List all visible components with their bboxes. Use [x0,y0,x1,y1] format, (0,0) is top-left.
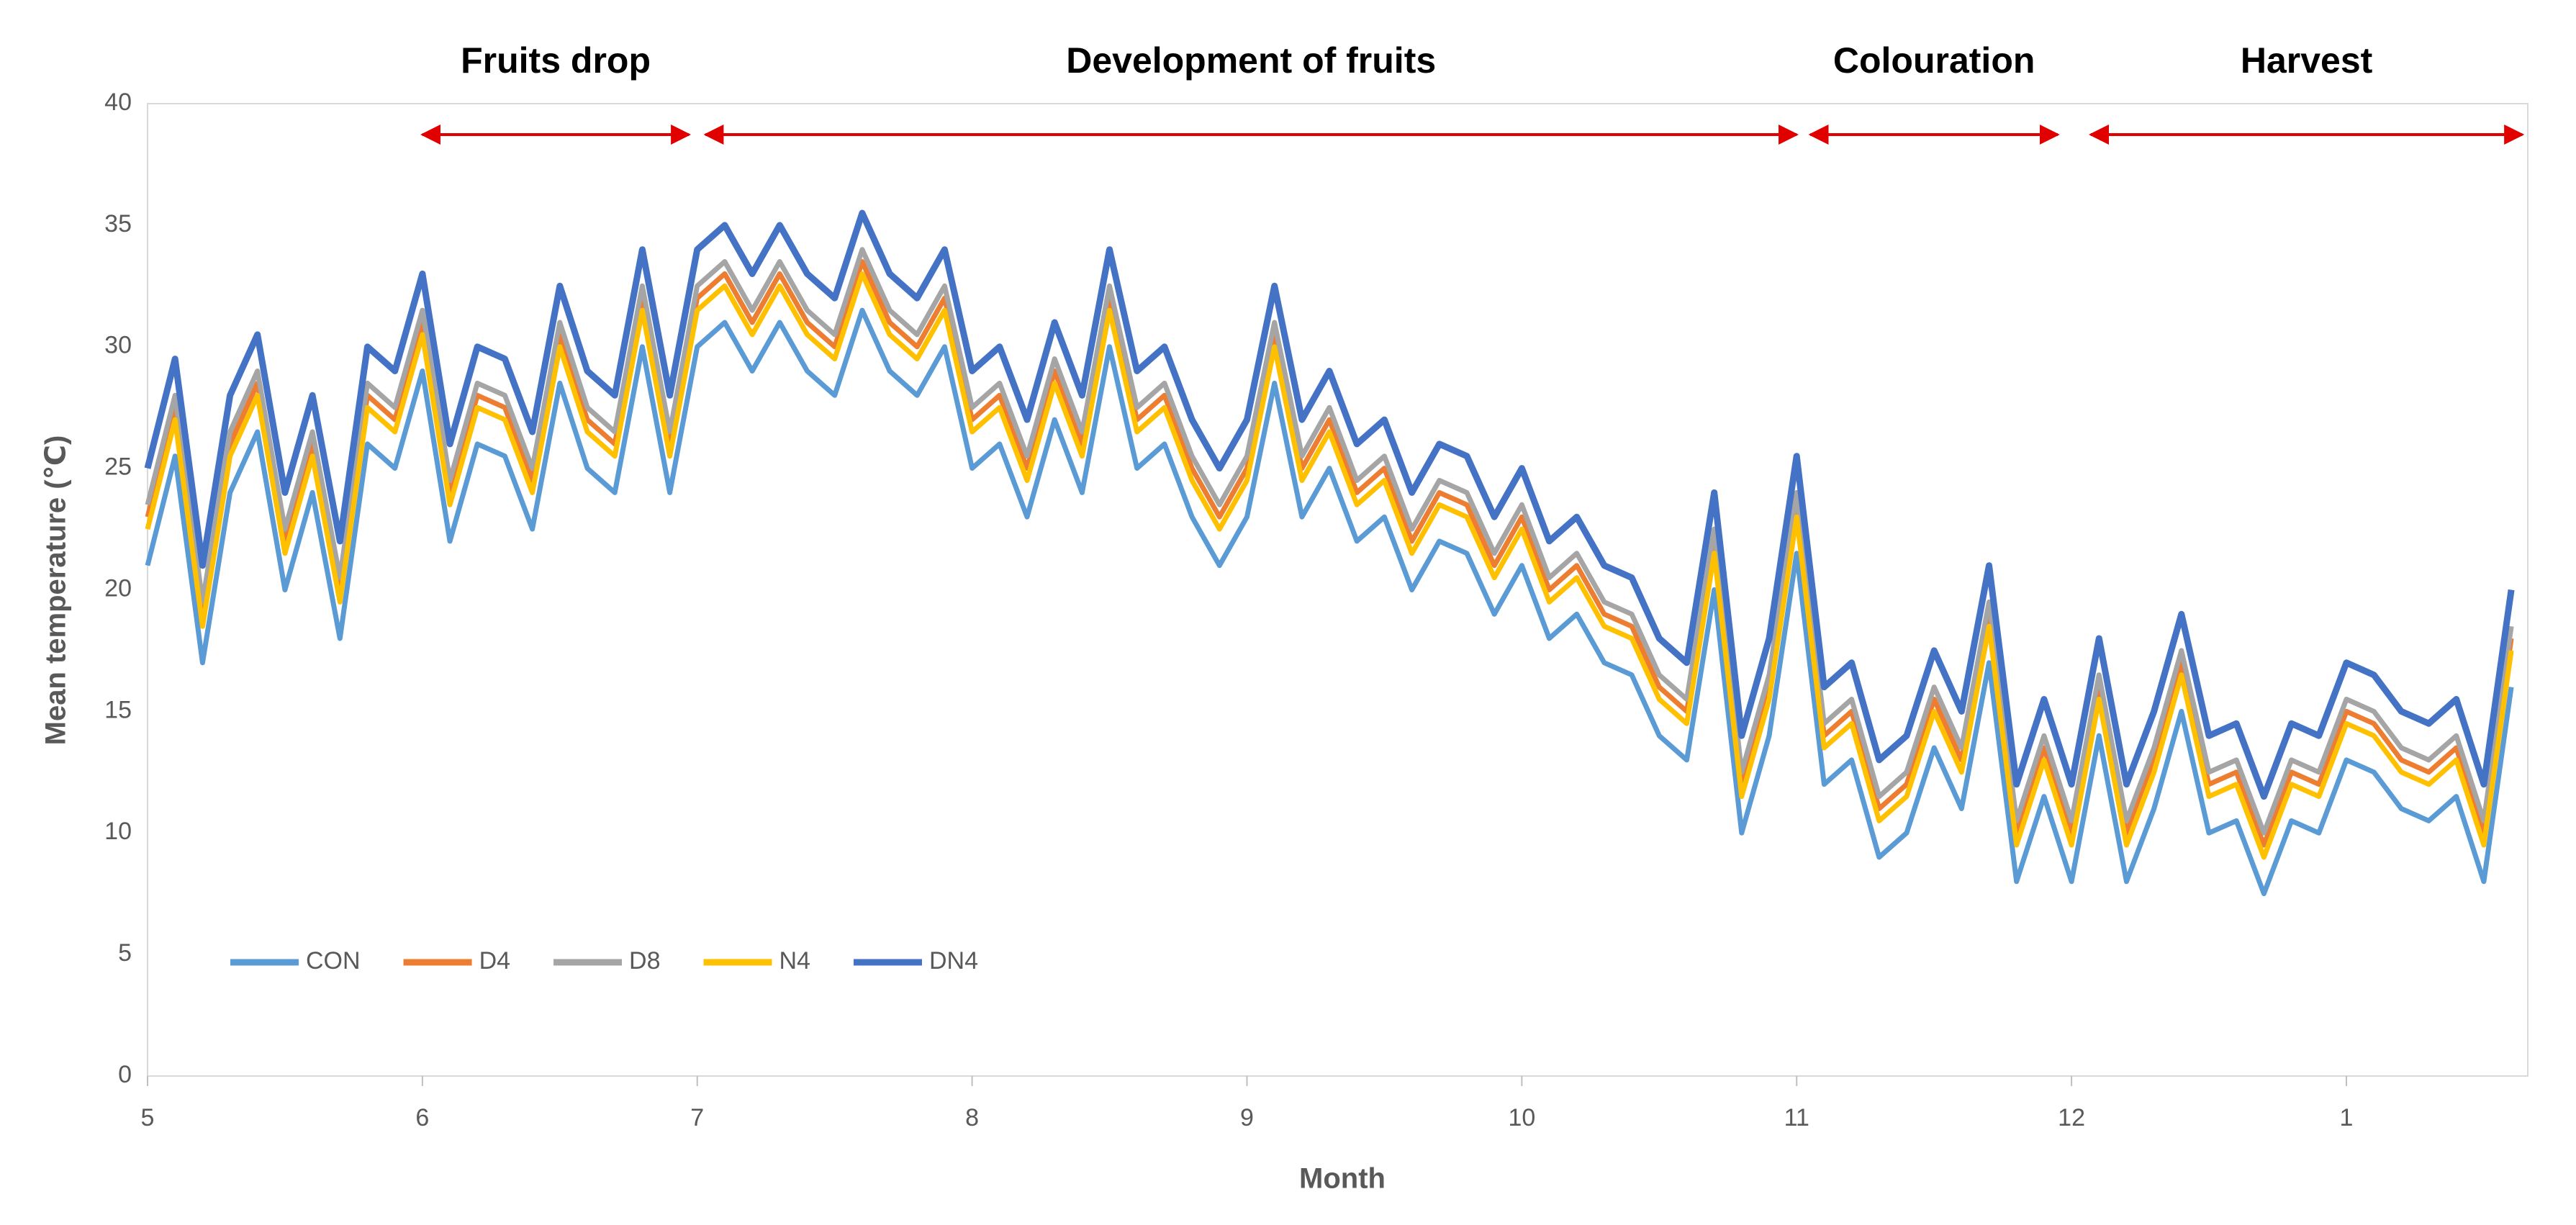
y-tick-label: 20 [104,574,132,602]
x-tick-label: 11 [1784,1104,1809,1131]
x-tick-label: 8 [965,1104,979,1131]
phase-label: Harvest [2241,40,2373,81]
x-tick-label: 5 [141,1104,155,1131]
y-tick-label: 10 [104,818,132,845]
legend-label: CON [306,947,361,975]
y-tick-label: 15 [104,696,132,723]
x-tick-label: 10 [1508,1104,1535,1131]
y-tick-label: 25 [104,453,132,481]
x-tick-label: 12 [2058,1104,2085,1131]
y-tick-label: 5 [118,939,132,967]
series-line [145,307,2514,897]
y-axis-title: Mean temperature (℃) [40,435,72,746]
series-line [145,271,2514,860]
phase-label: Development of fruits [1066,40,1436,81]
y-tick-label: 35 [104,210,132,238]
y-tick-label: 30 [104,332,132,359]
legend-label: D4 [479,947,510,975]
phase-label: Fruits drop [461,40,651,81]
plot-frame [147,103,2528,1077]
y-tick-label: 0 [118,1061,132,1088]
legend-label: D8 [629,947,660,975]
x-tick-label: 9 [1240,1104,1254,1131]
x-tick-label: 6 [415,1104,429,1131]
x-tick-label: 7 [690,1104,704,1131]
series-line [144,209,2515,800]
legend-label: N4 [779,947,810,975]
x-tick-label: 1 [2340,1104,2354,1131]
legend-label: DN4 [929,947,978,975]
x-axis-title: Month [1299,1163,1386,1195]
y-tick-label: 40 [104,89,132,116]
series-line [145,247,2514,836]
phase-label: Colouration [1833,40,2035,81]
